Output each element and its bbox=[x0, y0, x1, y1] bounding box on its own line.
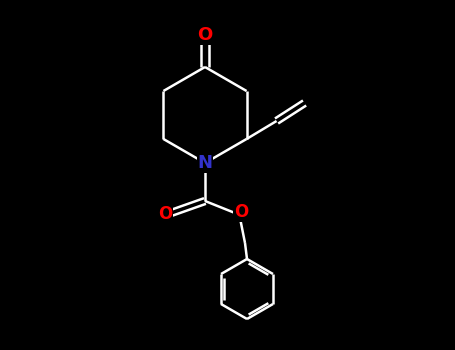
Text: O: O bbox=[234, 203, 248, 221]
Text: O: O bbox=[197, 26, 212, 44]
Text: O: O bbox=[158, 205, 172, 223]
Text: N: N bbox=[197, 154, 212, 172]
